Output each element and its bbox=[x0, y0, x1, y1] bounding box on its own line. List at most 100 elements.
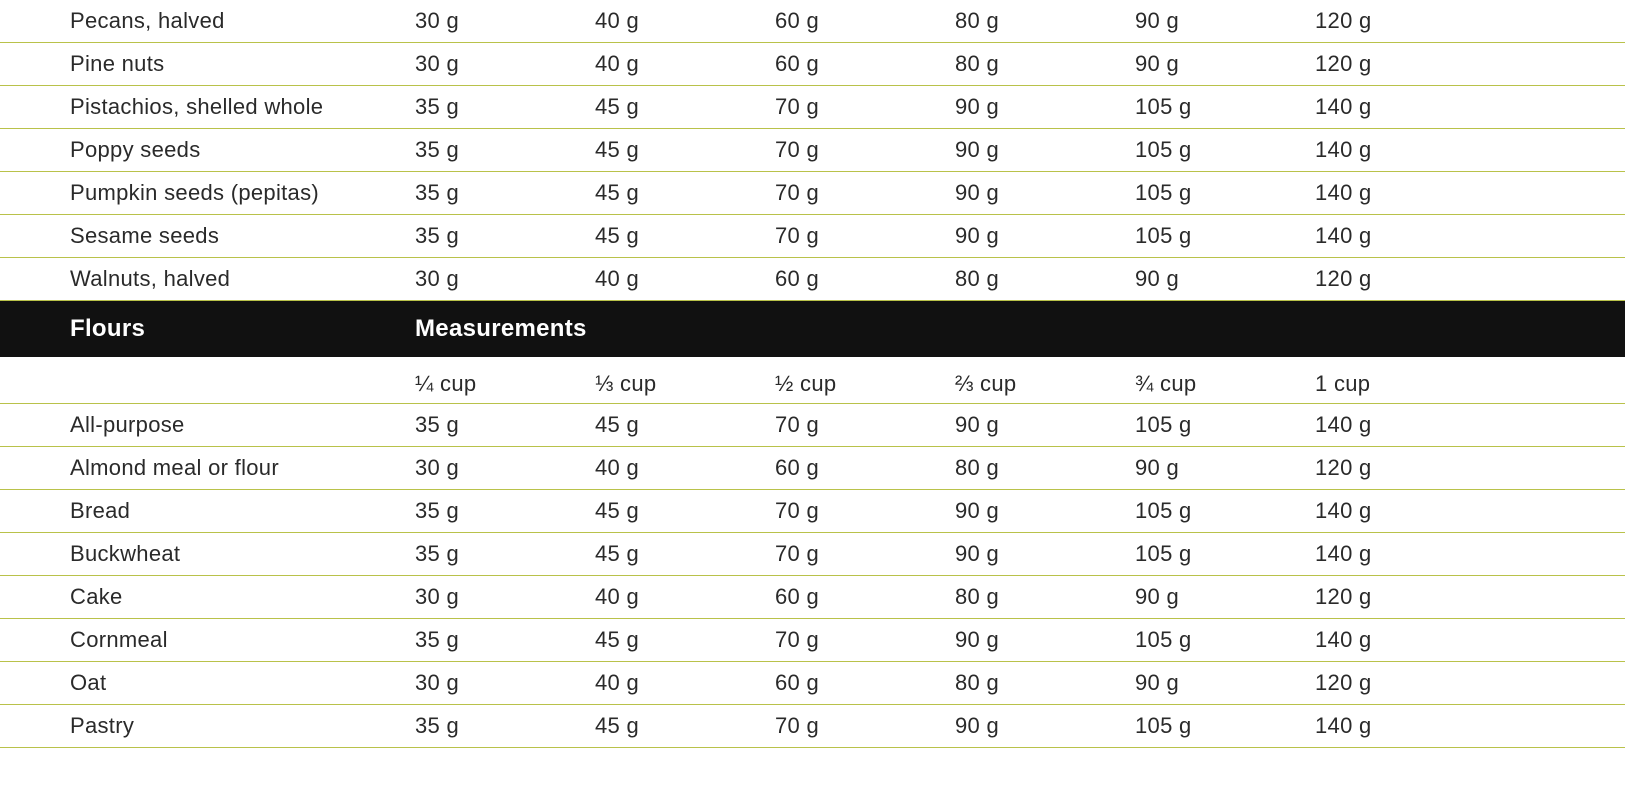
measure-cell: 60 g bbox=[775, 447, 955, 490]
measure-cell: 60 g bbox=[775, 258, 955, 301]
measure-cell: 140 g bbox=[1315, 129, 1625, 172]
measure-cell: 80 g bbox=[955, 447, 1135, 490]
ingredient-name: Oat bbox=[0, 662, 415, 705]
measure-cell: 45 g bbox=[595, 129, 775, 172]
measure-cell: 40 g bbox=[595, 576, 775, 619]
ingredient-name: All-purpose bbox=[0, 404, 415, 447]
measure-cell: 30 g bbox=[415, 0, 595, 43]
measure-cell: 90 g bbox=[955, 533, 1135, 576]
table-row: Cornmeal35 g45 g70 g90 g105 g140 g bbox=[0, 619, 1625, 662]
measure-cell: 90 g bbox=[955, 172, 1135, 215]
measure-cell: 90 g bbox=[955, 86, 1135, 129]
measure-cell: 105 g bbox=[1135, 705, 1315, 748]
measure-cell: 45 g bbox=[595, 533, 775, 576]
measure-cell: 45 g bbox=[595, 172, 775, 215]
measure-cell: 90 g bbox=[1135, 662, 1315, 705]
measure-cell: 140 g bbox=[1315, 404, 1625, 447]
column-header: ¼ cup bbox=[415, 357, 595, 404]
ingredient-name: Cornmeal bbox=[0, 619, 415, 662]
measure-cell: 70 g bbox=[775, 172, 955, 215]
ingredient-name: Almond meal or flour bbox=[0, 447, 415, 490]
measure-cell: 105 g bbox=[1135, 619, 1315, 662]
measure-cell: 35 g bbox=[415, 86, 595, 129]
measure-cell: 105 g bbox=[1135, 533, 1315, 576]
measure-cell: 90 g bbox=[1135, 576, 1315, 619]
measure-cell: 140 g bbox=[1315, 705, 1625, 748]
measure-cell: 45 g bbox=[595, 619, 775, 662]
measure-cell: 140 g bbox=[1315, 490, 1625, 533]
measure-cell: 35 g bbox=[415, 129, 595, 172]
column-header-row: ¼ cup⅓ cup½ cup⅔ cup¾ cup1 cup bbox=[0, 357, 1625, 404]
measure-cell: 90 g bbox=[955, 705, 1135, 748]
measure-cell: 120 g bbox=[1315, 258, 1625, 301]
measure-cell: 140 g bbox=[1315, 619, 1625, 662]
column-header: ½ cup bbox=[775, 357, 955, 404]
measure-cell: 105 g bbox=[1135, 490, 1315, 533]
measure-cell: 70 g bbox=[775, 619, 955, 662]
table-row: Cake30 g40 g60 g80 g90 g120 g bbox=[0, 576, 1625, 619]
measure-cell: 90 g bbox=[955, 404, 1135, 447]
measure-cell: 45 g bbox=[595, 215, 775, 258]
ingredient-name: Buckwheat bbox=[0, 533, 415, 576]
measure-cell: 45 g bbox=[595, 404, 775, 447]
measure-cell: 35 g bbox=[415, 619, 595, 662]
table-row: Buckwheat35 g45 g70 g90 g105 g140 g bbox=[0, 533, 1625, 576]
column-header: ⅔ cup bbox=[955, 357, 1135, 404]
measure-cell: 40 g bbox=[595, 43, 775, 86]
conversion-page: Pecans, halved30 g40 g60 g80 g90 g120 g P… bbox=[0, 0, 1625, 748]
measure-cell: 80 g bbox=[955, 258, 1135, 301]
table-row: All-purpose35 g45 g70 g90 g105 g140 g bbox=[0, 404, 1625, 447]
measure-cell: 140 g bbox=[1315, 86, 1625, 129]
measure-cell: 45 g bbox=[595, 490, 775, 533]
measure-cell: 120 g bbox=[1315, 447, 1625, 490]
measure-cell: 90 g bbox=[955, 619, 1135, 662]
measure-cell: 90 g bbox=[1135, 0, 1315, 43]
ingredient-name: Walnuts, halved bbox=[0, 258, 415, 301]
measure-cell: 35 g bbox=[415, 172, 595, 215]
table-row: Pistachios, shelled whole35 g45 g70 g90 … bbox=[0, 86, 1625, 129]
table-row: Pecans, halved30 g40 g60 g80 g90 g120 g bbox=[0, 0, 1625, 43]
section-header: FloursMeasurements bbox=[0, 301, 1625, 358]
measure-cell: 90 g bbox=[1135, 447, 1315, 490]
measure-cell: 40 g bbox=[595, 258, 775, 301]
column-header: ⅓ cup bbox=[595, 357, 775, 404]
measure-cell: 70 g bbox=[775, 86, 955, 129]
table-row: Sesame seeds35 g45 g70 g90 g105 g140 g bbox=[0, 215, 1625, 258]
empty-cell bbox=[0, 357, 415, 404]
table-row: Poppy seeds35 g45 g70 g90 g105 g140 g bbox=[0, 129, 1625, 172]
column-header: ¾ cup bbox=[1135, 357, 1315, 404]
measure-cell: 105 g bbox=[1135, 86, 1315, 129]
measure-cell: 90 g bbox=[1135, 258, 1315, 301]
measure-cell: 70 g bbox=[775, 129, 955, 172]
measure-cell: 140 g bbox=[1315, 172, 1625, 215]
measure-cell: 90 g bbox=[955, 129, 1135, 172]
table-row: Walnuts, halved30 g40 g60 g80 g90 g120 g bbox=[0, 258, 1625, 301]
ingredient-name: Poppy seeds bbox=[0, 129, 415, 172]
ingredient-name: Pistachios, shelled whole bbox=[0, 86, 415, 129]
column-header: 1 cup bbox=[1315, 357, 1625, 404]
measure-cell: 90 g bbox=[1135, 43, 1315, 86]
table-row: Oat30 g40 g60 g80 g90 g120 g bbox=[0, 662, 1625, 705]
measure-cell: 120 g bbox=[1315, 0, 1625, 43]
measure-cell: 70 g bbox=[775, 705, 955, 748]
measure-cell: 35 g bbox=[415, 705, 595, 748]
measure-cell: 120 g bbox=[1315, 576, 1625, 619]
table-row: Almond meal or flour30 g40 g60 g80 g90 g… bbox=[0, 447, 1625, 490]
ingredient-name: Cake bbox=[0, 576, 415, 619]
measure-cell: 70 g bbox=[775, 404, 955, 447]
measure-cell: 60 g bbox=[775, 0, 955, 43]
measure-cell: 140 g bbox=[1315, 533, 1625, 576]
measure-cell: 60 g bbox=[775, 43, 955, 86]
measure-cell: 90 g bbox=[955, 215, 1135, 258]
measure-cell: 30 g bbox=[415, 43, 595, 86]
measure-cell: 35 g bbox=[415, 490, 595, 533]
measure-cell: 30 g bbox=[415, 662, 595, 705]
measure-cell: 80 g bbox=[955, 0, 1135, 43]
measure-cell: 45 g bbox=[595, 705, 775, 748]
measure-cell: 30 g bbox=[415, 447, 595, 490]
measure-cell: 35 g bbox=[415, 215, 595, 258]
measure-cell: 105 g bbox=[1135, 172, 1315, 215]
measure-cell: 105 g bbox=[1135, 129, 1315, 172]
measure-cell: 60 g bbox=[775, 576, 955, 619]
table-row: Pumpkin seeds (pepitas)35 g45 g70 g90 g1… bbox=[0, 172, 1625, 215]
